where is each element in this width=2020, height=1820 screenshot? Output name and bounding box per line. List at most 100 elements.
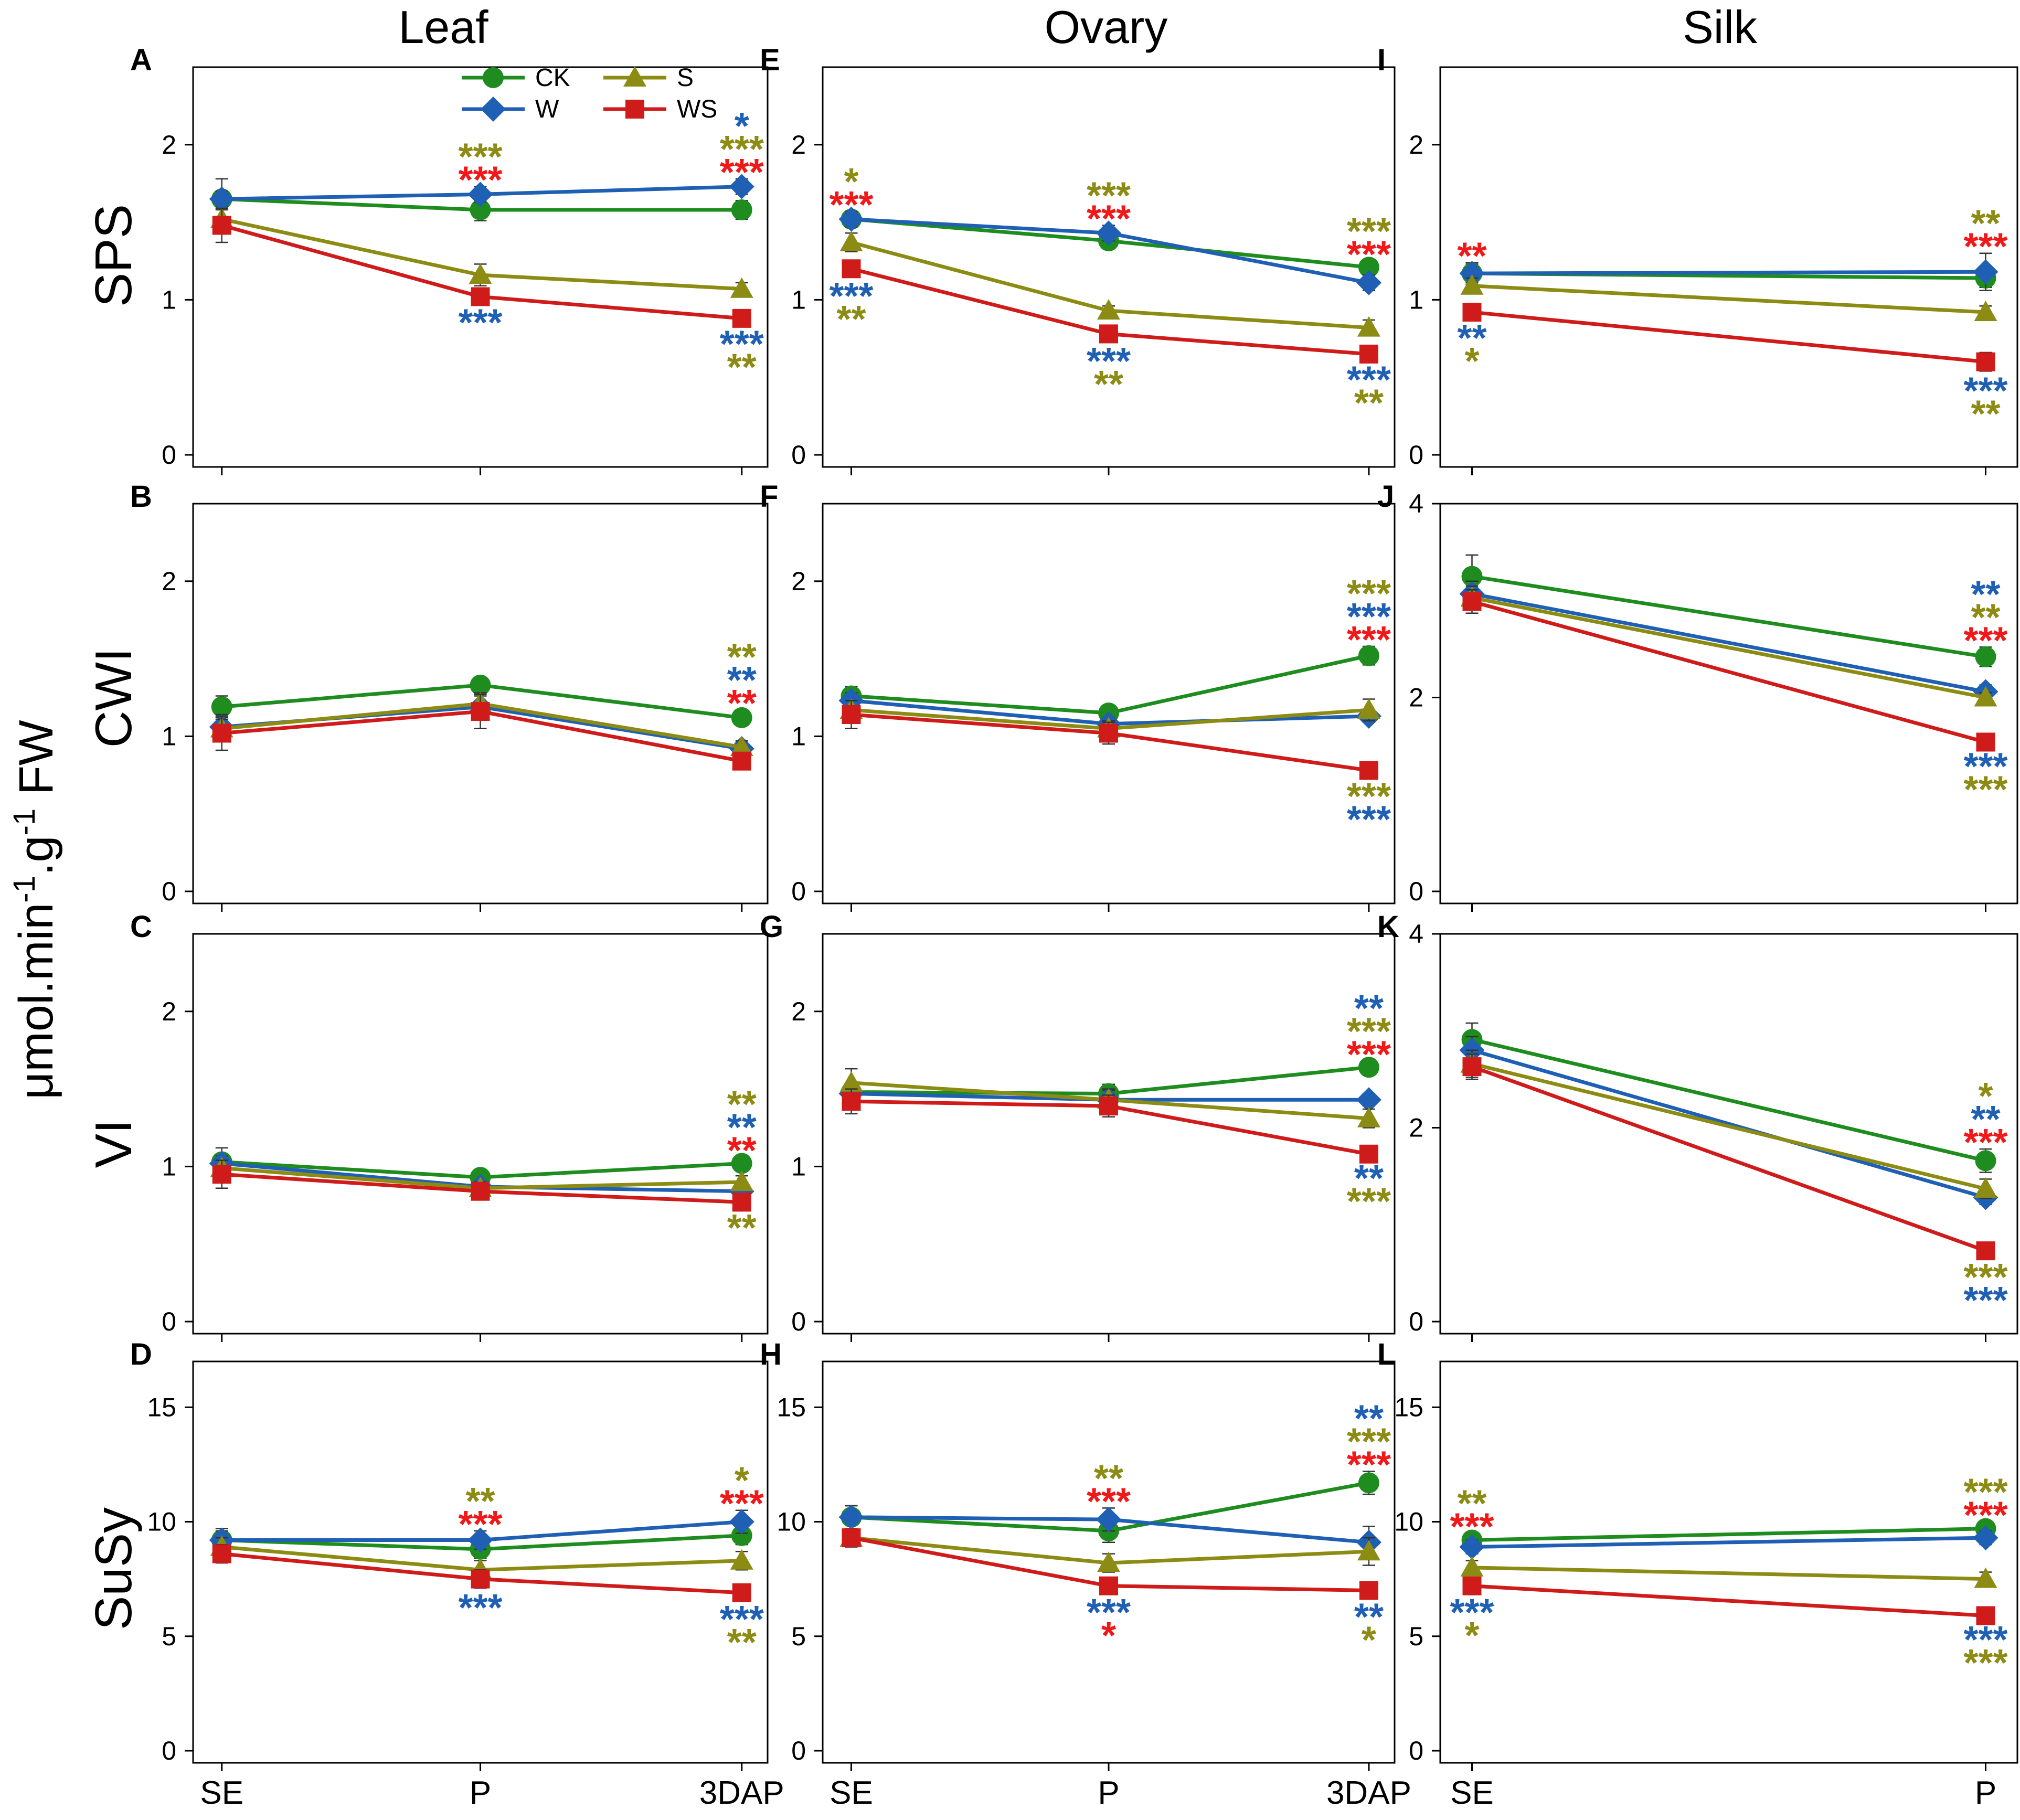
significance-mark: ***: [1347, 211, 1391, 253]
data-point: [1359, 761, 1378, 780]
legend-item-s: S: [603, 64, 694, 92]
series-line: [1472, 284, 1986, 314]
data-point: [212, 723, 231, 743]
row-label-susy: SuSy: [84, 1507, 142, 1630]
panel-letter: G: [760, 910, 783, 944]
data-point: [1099, 1097, 1118, 1116]
y-tick-label: 1: [1409, 285, 1423, 314]
data-point: [1974, 1177, 1997, 1198]
significance-mark: ***: [458, 1504, 502, 1546]
data-point: [732, 1583, 751, 1602]
data-point: [1357, 1540, 1380, 1561]
x-tick-label: P: [1098, 1775, 1119, 1811]
data-point: [1974, 1567, 1997, 1588]
series-line: [1472, 310, 1986, 364]
y-tick-label: 2: [791, 997, 806, 1026]
significance-mark: ***: [1963, 620, 2007, 662]
significance-mark: ***: [458, 1587, 502, 1629]
x-tick-label: P: [470, 1775, 491, 1811]
significance-mark: **: [727, 1107, 757, 1149]
data-point: [470, 199, 491, 220]
significance-mark: ***: [1087, 198, 1131, 240]
data-point: [838, 206, 864, 232]
significance-mark: ***: [1347, 596, 1391, 638]
data-point: [1976, 1606, 1995, 1625]
significance-mark: ***: [720, 1483, 764, 1525]
y-tick-label: 0: [162, 877, 176, 906]
significance-mark: ***: [1963, 1257, 2007, 1299]
series-line: [1471, 595, 1986, 699]
significance-mark: ***: [1347, 775, 1391, 817]
series-ws: [212, 207, 751, 328]
data-point: [731, 1525, 752, 1546]
data-point: [1356, 270, 1381, 295]
data-point: [1356, 1087, 1381, 1113]
panel-letter: I: [1377, 43, 1386, 77]
significance-mark: ***: [1963, 226, 2007, 268]
significance-mark: *: [1362, 1620, 1376, 1662]
data-point: [1359, 1581, 1378, 1600]
legend-marker: [623, 66, 646, 87]
series-line: [1471, 1062, 1986, 1191]
data-point: [1357, 316, 1380, 337]
y-axis-label-mid: .g: [9, 835, 63, 876]
plot-frame: [1439, 1360, 2018, 1764]
data-point: [1099, 324, 1118, 344]
data-point: [842, 259, 861, 279]
column-title-silk: Silk: [1683, 1, 1758, 53]
significance-mark: ***: [1347, 1444, 1391, 1486]
series-ws: [842, 1528, 1378, 1600]
y-tick-label: 2: [791, 567, 806, 596]
significance-mark: **: [727, 636, 757, 678]
significance-mark: ***: [829, 184, 873, 226]
significance-mark: **: [727, 1084, 757, 1126]
data-point: [467, 182, 493, 207]
data-point: [1976, 732, 1995, 752]
y-tick-label: 2: [162, 567, 176, 596]
column-title-ovary: Ovary: [1045, 1, 1168, 53]
row-label-sps: SPS: [84, 204, 142, 307]
data-point: [729, 1509, 754, 1535]
significance-mark: ***: [720, 152, 764, 194]
significance-mark: **: [1971, 573, 2000, 615]
data-point: [1973, 1525, 1998, 1551]
data-point: [1099, 1576, 1118, 1595]
y-tick-label: 2: [1409, 130, 1423, 159]
significance-mark: **: [1354, 987, 1384, 1029]
data-point: [1357, 1106, 1380, 1127]
data-point: [731, 199, 752, 220]
data-point: [1976, 352, 1995, 371]
data-point: [1357, 698, 1380, 719]
y-tick-label: 1: [162, 721, 176, 751]
significance-mark: **: [727, 1130, 757, 1172]
data-point: [1975, 646, 1996, 667]
significance-mark: ***: [1347, 619, 1391, 661]
significance-mark: **: [1354, 382, 1384, 424]
data-point: [730, 736, 753, 757]
significance-mark: ***: [1347, 1034, 1391, 1076]
significance-mark: **: [727, 659, 757, 701]
y-tick-label: 5: [1409, 1622, 1423, 1651]
y-tick-label: 1: [162, 285, 176, 314]
data-point: [1459, 261, 1485, 286]
plot-frame: [1439, 503, 2018, 904]
significance-mark: ***: [1087, 1592, 1131, 1634]
y-tick-label: 0: [1409, 1307, 1423, 1336]
significance-mark: ***: [1087, 1481, 1131, 1523]
significance-mark: **: [727, 683, 757, 725]
data-point: [730, 1549, 753, 1570]
data-point: [1459, 1534, 1485, 1560]
significance-mark: ***: [1963, 370, 2007, 412]
panel-letter: H: [760, 1337, 782, 1371]
significance-mark: ***: [458, 136, 502, 178]
significance-mark: **: [1354, 1597, 1384, 1638]
significance-mark: ***: [1450, 1592, 1494, 1634]
data-point: [838, 1504, 864, 1530]
y-tick-label: 0: [791, 1307, 806, 1336]
series-ws: [212, 1544, 751, 1602]
data-point: [1462, 592, 1482, 611]
